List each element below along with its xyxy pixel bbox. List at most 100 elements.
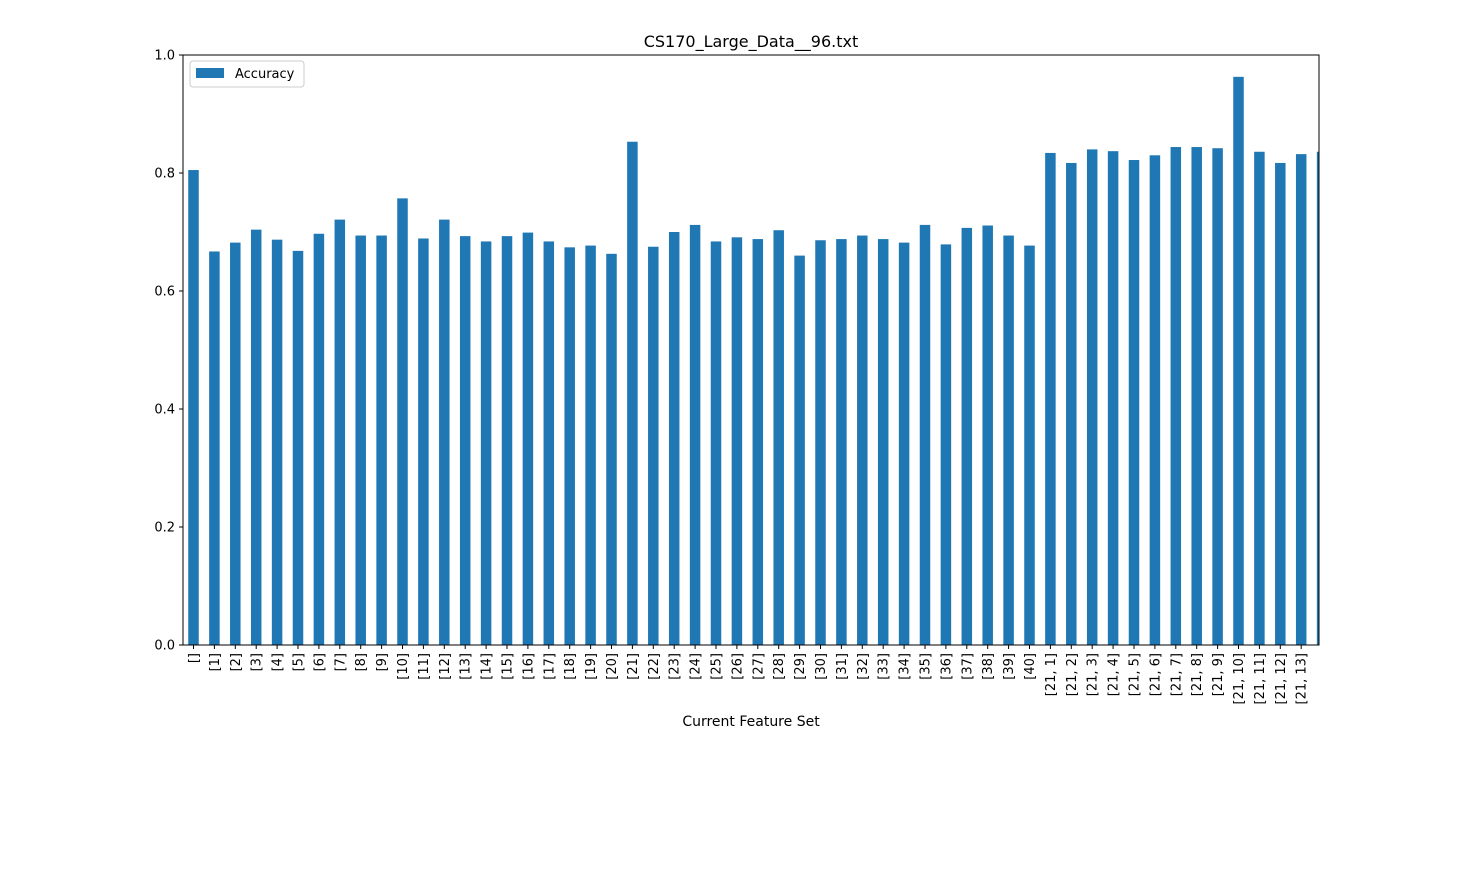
x-tick-label-5: [5] — [292, 653, 307, 671]
legend-box — [189, 60, 305, 88]
x-tick-label-45: [21, 5] — [1128, 653, 1143, 696]
x-tick-label-49: [21, 9] — [1211, 653, 1226, 696]
bar-14 — [480, 241, 492, 645]
x-tick-label-15: [15] — [501, 653, 516, 680]
x-tick-label-14: [14] — [480, 653, 495, 680]
y-axis: 0.0 0.2 0.4 0.6 0.8 1.0 — [154, 49, 183, 654]
chart-title: CS170_Large_Data__96.txt — [644, 32, 859, 52]
plot-frame — [182, 54, 1320, 646]
bar-40 — [1024, 245, 1035, 645]
bar-53 — [1295, 154, 1307, 645]
y-tick-label-5: 1.0 — [154, 49, 175, 64]
x-tick-label-8: [8] — [354, 653, 369, 671]
bar-18 — [564, 247, 575, 645]
x-tick-label-26: [26] — [730, 653, 745, 680]
bar-1 — [209, 251, 220, 645]
x-tick-label-39: [39] — [1002, 653, 1017, 680]
legend: Accuracy — [189, 60, 305, 88]
bar-33 — [877, 239, 889, 645]
bar-5 — [292, 250, 304, 645]
bar-30 — [815, 240, 826, 645]
bar-35 — [919, 224, 931, 645]
bar-28 — [773, 230, 784, 645]
x-tick-label-31: [31] — [835, 653, 850, 680]
bar-8 — [355, 235, 366, 645]
bar-52 — [1275, 162, 1286, 645]
bar-0 — [188, 170, 199, 645]
bar-9 — [376, 235, 387, 645]
x-tick-label-37: [37] — [960, 653, 975, 680]
x-tick-label-43: [21, 3] — [1086, 653, 1101, 696]
bar-3 — [250, 229, 262, 645]
bar-11 — [418, 238, 429, 645]
bar-42 — [1066, 162, 1077, 645]
x-tick-label-36: [36] — [939, 653, 954, 680]
x-tick-label-10: [10] — [396, 653, 411, 680]
bar-15 — [501, 236, 513, 645]
legend-label: Accuracy — [235, 67, 295, 82]
bar-34 — [898, 242, 910, 645]
x-tick-label-6: [6] — [312, 653, 327, 671]
bar-54 — [1316, 151, 1319, 645]
bar-29 — [794, 255, 805, 645]
bar-7 — [334, 219, 346, 645]
bar-47 — [1170, 147, 1182, 645]
bar-31 — [836, 239, 847, 645]
x-tick-label-22: [22] — [647, 653, 662, 680]
bar-17 — [543, 241, 555, 645]
bar-24 — [689, 224, 701, 645]
y-tick-label-3: 0.6 — [154, 285, 175, 300]
x-tick-label-23: [23] — [668, 653, 683, 680]
bar-32 — [857, 235, 868, 645]
bar-51 — [1254, 151, 1265, 645]
bar-26 — [731, 237, 743, 645]
x-tick-label-17: [17] — [542, 653, 557, 680]
bar-45 — [1128, 160, 1140, 645]
bar-27 — [752, 239, 764, 645]
bar-39 — [1003, 235, 1014, 645]
bar-13 — [459, 236, 471, 645]
x-tick-label-38: [38] — [981, 653, 996, 680]
bar-38 — [982, 225, 993, 645]
bar-49 — [1212, 148, 1223, 645]
bar-48 — [1191, 147, 1202, 645]
y-tick-label-1: 0.2 — [154, 521, 175, 536]
x-tick-label-50: [21, 10] — [1232, 653, 1247, 705]
x-tick-label-28: [28] — [772, 653, 787, 680]
x-tick-label-0: [] — [187, 653, 202, 663]
y-tick-label-0: 0.0 — [154, 639, 175, 654]
bar-43 — [1086, 149, 1098, 645]
x-tick-label-9: [9] — [375, 653, 390, 671]
x-tick-label-52: [21, 12] — [1274, 653, 1289, 705]
bar-36 — [940, 244, 952, 645]
x-tick-label-34: [34] — [898, 653, 913, 680]
bar-2 — [230, 242, 241, 645]
bar-46 — [1149, 155, 1161, 645]
bar-6 — [313, 233, 325, 645]
y-tick-label-4: 0.8 — [154, 167, 175, 182]
x-tick-label-46: [21, 6] — [1148, 653, 1163, 696]
x-tick-label-44: [21, 4] — [1107, 653, 1122, 696]
x-tick-label-13: [13] — [459, 653, 474, 680]
x-tick-label-47: [21, 7] — [1169, 653, 1184, 696]
x-tick-label-19: [19] — [584, 653, 599, 680]
bar-21 — [627, 141, 638, 645]
x-tick-label-48: [21, 8] — [1190, 653, 1205, 696]
x-tick-label-53: [21, 13] — [1295, 653, 1310, 705]
x-tick-label-29: [29] — [793, 653, 808, 680]
x-tick-label-35: [35] — [919, 653, 934, 680]
bar-23 — [668, 232, 680, 645]
x-tick-label-18: [18] — [563, 653, 578, 680]
x-tick-label-1: [1] — [208, 653, 223, 671]
x-axis: [] [1] [2] [3] [4] [5] [6] [7] [8] [9] [10] [11] [12… — [187, 645, 1310, 705]
x-tick-label-32: [32] — [856, 653, 871, 680]
x-tick-label-25: [25] — [710, 653, 725, 680]
y-tick-label-2: 0.4 — [154, 403, 175, 418]
bar-44 — [1107, 151, 1119, 645]
x-tick-label-41: [21, 1] — [1044, 653, 1059, 696]
x-tick-label-7: [7] — [333, 653, 348, 671]
bar-25 — [710, 241, 722, 645]
legend-swatch — [196, 68, 224, 78]
